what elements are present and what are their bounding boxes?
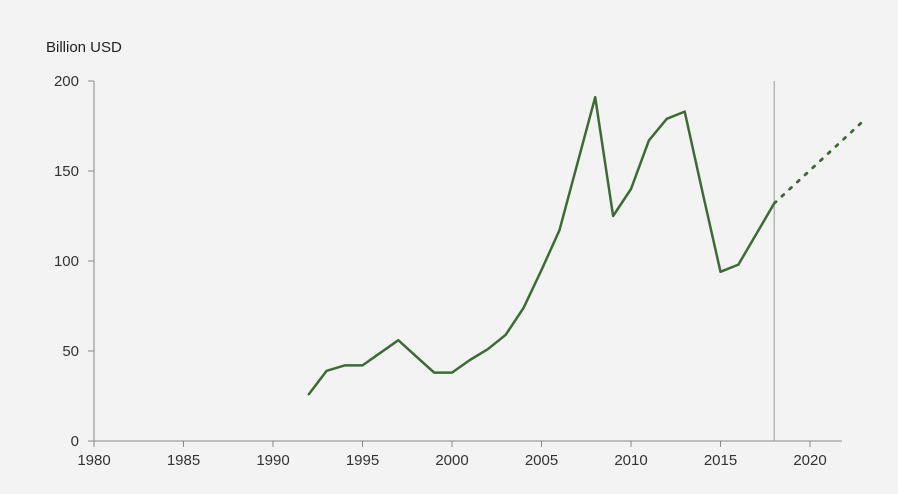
x-tick-label: 2005 [525,452,558,469]
y-tick-label: 200 [54,73,79,90]
x-tick-label: 1995 [346,452,379,469]
x-tick-label: 2000 [435,452,468,469]
x-tick-label: 2015 [704,452,737,469]
data-line [307,95,776,396]
x-axis: 1980 1985 1990 1995 2000 2005 2010 2015 2020 [77,440,842,469]
projection-line [772,119,866,205]
y-tick-label: 150 [54,163,79,180]
x-tick-label: 1985 [167,452,200,469]
x-tick-label: 2020 [793,452,826,469]
y-axis: 0 50 100 150 200 [54,73,95,450]
y-tick-label: 50 [62,343,79,360]
series-group [307,95,866,396]
x-tick-label: 1980 [77,452,110,469]
y-tick-label: 0 [71,433,79,450]
x-tick-label: 1990 [256,452,289,469]
y-axis-unit-label: Billion USD [46,39,122,56]
x-tick-label: 2010 [614,452,647,469]
y-tick-label: 100 [54,253,79,270]
